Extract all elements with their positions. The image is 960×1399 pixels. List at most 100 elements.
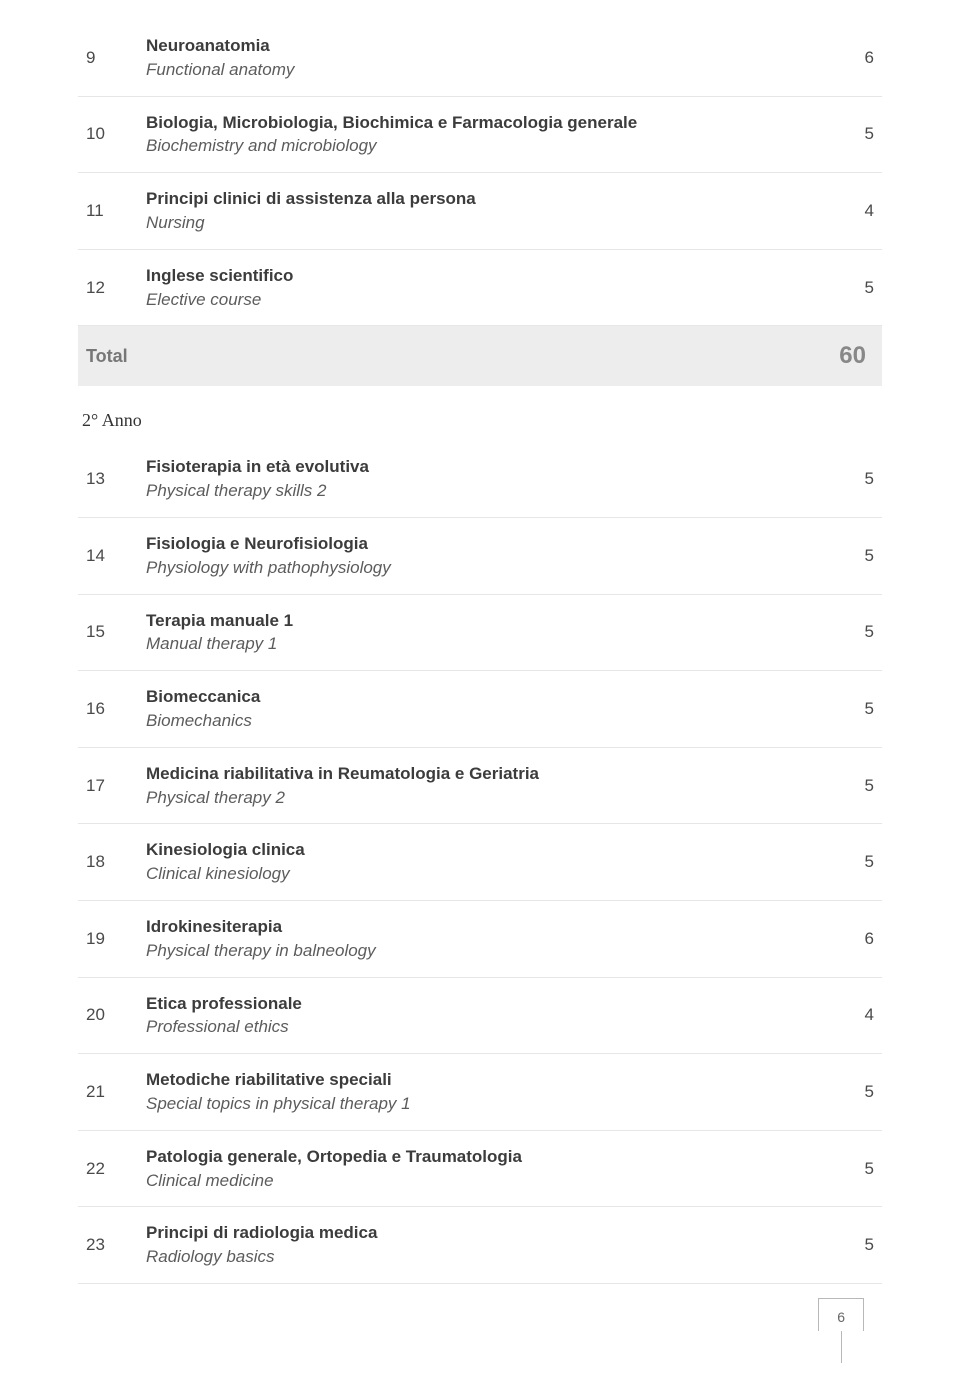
course-subtitle: Functional anatomy	[146, 58, 804, 82]
table-row: 21Metodiche riabilitative specialiSpecia…	[78, 1054, 882, 1131]
total-value: 60	[812, 326, 882, 387]
table-row: 20Etica professionaleProfessional ethics…	[78, 977, 882, 1054]
row-credits: 5	[812, 1207, 882, 1284]
row-description: Medicina riabilitativa in Reumatologia e…	[138, 747, 812, 824]
course-title: Principi di radiologia medica	[146, 1221, 804, 1245]
curriculum-page: 9NeuroanatomiaFunctional anatomy610Biolo…	[78, 20, 882, 1284]
course-title: Medicina riabilitativa in Reumatologia e…	[146, 762, 804, 786]
row-index: 21	[78, 1054, 138, 1131]
table-row: 9NeuroanatomiaFunctional anatomy6	[78, 20, 882, 96]
row-credits: 5	[812, 594, 882, 671]
table-row: 14Fisiologia e NeurofisiologiaPhysiology…	[78, 517, 882, 594]
course-title: Fisiologia e Neurofisiologia	[146, 532, 804, 556]
row-index: 9	[78, 20, 138, 96]
row-index: 23	[78, 1207, 138, 1284]
course-title: Principi clinici di assistenza alla pers…	[146, 187, 804, 211]
row-description: Terapia manuale 1Manual therapy 1	[138, 594, 812, 671]
row-index: 22	[78, 1130, 138, 1207]
course-title: Kinesiologia clinica	[146, 838, 804, 862]
row-description: Inglese scientificoElective course	[138, 249, 812, 326]
course-subtitle: Biochemistry and microbiology	[146, 134, 804, 158]
row-index: 15	[78, 594, 138, 671]
row-description: IdrokinesiterapiaPhysical therapy in bal…	[138, 900, 812, 977]
row-index: 11	[78, 173, 138, 250]
row-credits: 6	[812, 20, 882, 96]
row-description: BiomeccanicaBiomechanics	[138, 671, 812, 748]
row-index: 17	[78, 747, 138, 824]
row-description: NeuroanatomiaFunctional anatomy	[138, 20, 812, 96]
table-row: 19IdrokinesiterapiaPhysical therapy in b…	[78, 900, 882, 977]
course-title: Metodiche riabilitative speciali	[146, 1068, 804, 1092]
course-subtitle: Physical therapy skills 2	[146, 479, 804, 503]
row-credits: 5	[812, 824, 882, 901]
row-description: Principi di radiologia medicaRadiology b…	[138, 1207, 812, 1284]
row-index: 16	[78, 671, 138, 748]
row-index: 10	[78, 96, 138, 173]
row-credits: 4	[812, 977, 882, 1054]
table-row: 10 Biologia, Microbiologia, Biochimica e …	[78, 96, 882, 173]
row-index: 13	[78, 441, 138, 517]
course-subtitle: Nursing	[146, 211, 804, 235]
course-title: Biologia, Microbiologia, Biochimica e Fa…	[146, 111, 804, 135]
row-description: Fisiologia e NeurofisiologiaPhysiology w…	[138, 517, 812, 594]
course-title: Fisioterapia in età evolutiva	[146, 455, 804, 479]
row-description: Biologia, Microbiologia, Biochimica e Fa…	[138, 96, 812, 173]
course-subtitle: Physiology with pathophysiology	[146, 556, 804, 580]
course-title: Etica professionale	[146, 992, 804, 1016]
course-title: Inglese scientifico	[146, 264, 804, 288]
course-title: Idrokinesiterapia	[146, 915, 804, 939]
course-subtitle: Clinical kinesiology	[146, 862, 804, 886]
row-description: Patologia generale, Ortopedia e Traumato…	[138, 1130, 812, 1207]
row-description: Principi clinici di assistenza alla pers…	[138, 173, 812, 250]
course-subtitle: Professional ethics	[146, 1015, 804, 1039]
footer-stem	[841, 1331, 842, 1363]
table-row: 11 Principi clinici di assistenza alla pe…	[78, 173, 882, 250]
course-title: Neuroanatomia	[146, 34, 804, 58]
row-description: Fisioterapia in età evolutivaPhysical th…	[138, 441, 812, 517]
course-subtitle: Clinical medicine	[146, 1169, 804, 1193]
table-row: 22 Patologia generale, Ortopedia e Trauma…	[78, 1130, 882, 1207]
row-index: 14	[78, 517, 138, 594]
row-index: 12	[78, 249, 138, 326]
course-subtitle: Radiology basics	[146, 1245, 804, 1269]
row-description: Kinesiologia clinicaClinical kinesiology	[138, 824, 812, 901]
table-row: 17 Medicina riabilitativa in Reumatologia…	[78, 747, 882, 824]
course-subtitle: Physical therapy 2	[146, 786, 804, 810]
row-credits: 6	[812, 900, 882, 977]
page-number: 6	[818, 1298, 864, 1331]
course-title: Terapia manuale 1	[146, 609, 804, 633]
course-title: Patologia generale, Ortopedia e Traumato…	[146, 1145, 804, 1169]
row-description: Metodiche riabilitative specialiSpecial …	[138, 1054, 812, 1131]
row-credits: 5	[812, 671, 882, 748]
row-credits: 4	[812, 173, 882, 250]
year-heading: 2° Anno	[82, 410, 882, 431]
table-row: 16BiomeccanicaBiomechanics5	[78, 671, 882, 748]
course-table: 9NeuroanatomiaFunctional anatomy610Biolo…	[78, 20, 882, 386]
row-description: Etica professionaleProfessional ethics	[138, 977, 812, 1054]
row-credits: 5	[812, 96, 882, 173]
total-label: Total	[78, 326, 812, 387]
page-footer: 6	[818, 1298, 864, 1363]
row-credits: 5	[812, 747, 882, 824]
row-credits: 5	[812, 517, 882, 594]
table-row: 13Fisioterapia in età evolutivaPhysical …	[78, 441, 882, 517]
table-row: 23Principi di radiologia medicaRadiology…	[78, 1207, 882, 1284]
table-row: 15Terapia manuale 1Manual therapy 15	[78, 594, 882, 671]
course-subtitle: Physical therapy in balneology	[146, 939, 804, 963]
table-row: 18Kinesiologia clinicaClinical kinesiolo…	[78, 824, 882, 901]
row-index: 19	[78, 900, 138, 977]
table-row: 12Inglese scientificoElective course5	[78, 249, 882, 326]
row-credits: 5	[812, 1130, 882, 1207]
course-table: 13Fisioterapia in età evolutivaPhysical …	[78, 441, 882, 1284]
course-subtitle: Special topics in physical therapy 1	[146, 1092, 804, 1116]
course-subtitle: Elective course	[146, 288, 804, 312]
row-credits: 5	[812, 441, 882, 517]
course-title: Biomeccanica	[146, 685, 804, 709]
row-credits: 5	[812, 1054, 882, 1131]
course-subtitle: Manual therapy 1	[146, 632, 804, 656]
total-row: Total60	[78, 326, 882, 387]
row-index: 18	[78, 824, 138, 901]
course-subtitle: Biomechanics	[146, 709, 804, 733]
row-credits: 5	[812, 249, 882, 326]
row-index: 20	[78, 977, 138, 1054]
